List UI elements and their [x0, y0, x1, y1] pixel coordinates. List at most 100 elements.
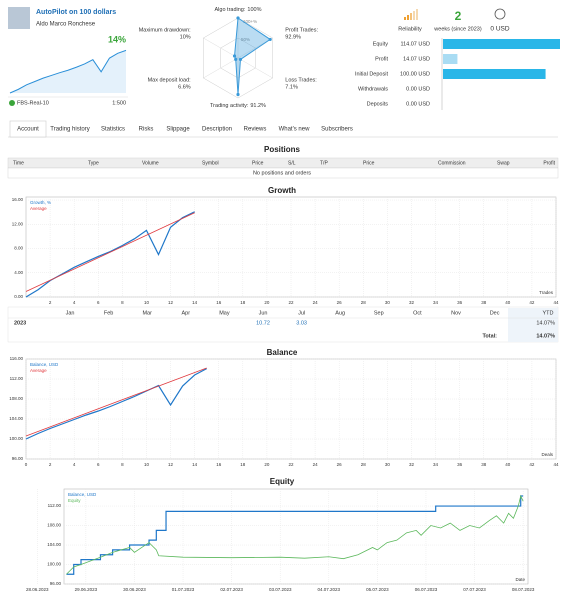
month: Jun	[259, 310, 268, 316]
x-tick-label: 26	[337, 462, 343, 467]
radar-label: Profit Trades:	[285, 27, 318, 33]
x-tick-label: 32	[409, 300, 415, 305]
x-tick-label: 22	[288, 300, 294, 305]
stat-bar	[443, 69, 546, 79]
month: Aug	[335, 310, 345, 316]
column-header: Volume	[142, 160, 159, 166]
radar-spoke	[237, 57, 273, 79]
x-tick-label: 0	[25, 462, 28, 467]
radar-label: Algo trading:	[215, 7, 246, 13]
radar-point	[236, 16, 240, 20]
x-tick-label: 40	[505, 462, 511, 467]
legend-entry[interactable]: Equity	[68, 498, 81, 503]
legend-entry[interactable]: Average	[30, 206, 47, 211]
signal-title[interactable]: AutoPilot on 100 dollars	[36, 9, 116, 16]
x-tick-label: 36	[457, 300, 463, 305]
section-title: Balance	[267, 348, 298, 357]
month: Jul	[298, 310, 305, 316]
x-tick-label: 05.07.2023	[366, 587, 389, 592]
y-tick-label: 0.00	[14, 294, 23, 299]
x-tick-label: 2	[49, 300, 52, 305]
leverage: 1:500	[112, 100, 126, 106]
legend-entry[interactable]: Average	[30, 368, 47, 373]
radar-value: 10%	[180, 34, 191, 40]
tab[interactable]: Risks	[139, 127, 154, 133]
stat-label: Equity	[373, 41, 389, 47]
stat-value: 14.07 USD	[403, 56, 430, 62]
radar-point	[238, 57, 243, 62]
x-tick-label: 30	[385, 462, 391, 467]
x-tick-label: 34	[433, 300, 439, 305]
tab[interactable]: Description	[202, 127, 232, 133]
tab[interactable]: What's new	[279, 127, 310, 133]
y-tick-label: 108.00	[47, 523, 61, 528]
month: Oct	[413, 310, 422, 316]
tab[interactable]: Account	[17, 127, 39, 133]
x-tick-label: 07.07.2023	[463, 587, 486, 592]
x-tick-label: 04.07.2023	[318, 587, 341, 592]
radar-area	[234, 17, 272, 95]
x-tick-label: 42	[529, 462, 535, 467]
month: Feb	[104, 310, 113, 316]
y-tick-label: 4.00	[14, 270, 23, 275]
legend-entry[interactable]: Growth, %	[30, 200, 51, 205]
radar-label: Max deposit load:	[148, 77, 192, 83]
plot-area	[63, 488, 529, 585]
y-tick-label: 96.00	[12, 456, 24, 461]
total-label: Total:	[482, 333, 497, 339]
month-value: 10.72	[256, 320, 270, 326]
x-tick-label: 42	[529, 300, 535, 305]
legend-entry[interactable]: Balance, USD	[68, 492, 97, 497]
month: Nov	[451, 310, 461, 316]
tab[interactable]: Statistics	[101, 127, 125, 133]
series-line	[66, 494, 524, 575]
x-tick-label: 26	[337, 300, 343, 305]
radar-value: 91.2%	[250, 103, 266, 109]
tab[interactable]: Trading history	[50, 127, 89, 133]
x-tick-label: 18	[240, 462, 246, 467]
weeks: 2	[455, 9, 462, 23]
section-title: Positions	[264, 145, 301, 154]
tab[interactable]: Subscribers	[321, 127, 353, 133]
radar-spoke	[203, 57, 239, 79]
subscription-price: 0 USD	[490, 26, 509, 33]
radar-point	[268, 37, 272, 42]
month: Sep	[374, 310, 384, 316]
month: Apr	[182, 310, 191, 316]
x-tick-label: 16	[216, 462, 222, 467]
radar-value: 92.9%	[285, 34, 301, 40]
stat-bar	[443, 54, 458, 64]
column-header: Price	[363, 160, 375, 166]
y-tick-label: 8.00	[14, 246, 23, 251]
tab[interactable]: Reviews	[244, 127, 267, 133]
table-empty: No positions and orders	[253, 170, 311, 176]
radar-value: 100%	[247, 7, 261, 13]
avatar[interactable]	[8, 7, 30, 29]
stat-label: Profit	[375, 56, 388, 62]
series-line	[25, 368, 207, 440]
x-tick-label: 08.07.2023	[512, 587, 535, 592]
y-tick-label: 108.00	[9, 396, 23, 401]
series-line	[66, 495, 524, 575]
year: 2023	[14, 320, 26, 326]
column-header: Symbol	[202, 160, 219, 166]
y-tick-label: 12.00	[12, 221, 24, 226]
x-tick-label: 03.07.2023	[269, 587, 292, 592]
x-tick-label: 32	[409, 462, 415, 467]
radar-point	[236, 92, 240, 97]
section-title: Equity	[270, 477, 295, 486]
x-tick-label: 12	[168, 300, 174, 305]
x-tick-label: 10	[144, 300, 150, 305]
y-tick-label: 100.00	[9, 436, 23, 441]
subscription-icon	[494, 8, 506, 20]
tab[interactable]: Slippage	[166, 127, 190, 133]
author[interactable]: Aldo Marco Ronchese	[36, 22, 96, 28]
server-icon	[9, 100, 15, 106]
legend-entry[interactable]: Balance, USD	[30, 362, 59, 367]
stat-bar	[443, 39, 560, 49]
total-value: 14.07%	[536, 333, 555, 339]
stat-value: 0.00 USD	[406, 101, 430, 107]
stat-label: Deposits	[367, 101, 389, 107]
month: Dec	[490, 310, 500, 316]
x-axis-label: Date	[515, 577, 525, 582]
